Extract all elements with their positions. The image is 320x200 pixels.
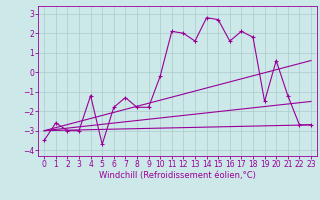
X-axis label: Windchill (Refroidissement éolien,°C): Windchill (Refroidissement éolien,°C) — [99, 171, 256, 180]
